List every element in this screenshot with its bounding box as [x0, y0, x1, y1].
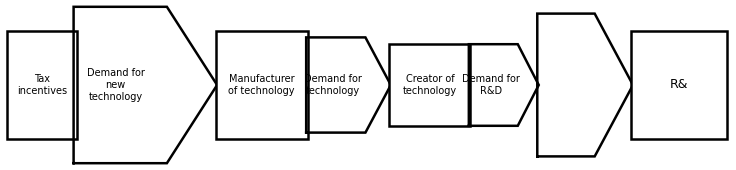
- Polygon shape: [537, 14, 633, 156]
- Bar: [631, 31, 727, 139]
- Text: Creator of
technology: Creator of technology: [403, 74, 457, 96]
- Text: Tax
incentives: Tax incentives: [17, 74, 68, 96]
- Text: Demand for
new
technology: Demand for new technology: [87, 68, 144, 102]
- Polygon shape: [306, 37, 391, 133]
- Polygon shape: [74, 7, 217, 163]
- Bar: [389, 44, 470, 126]
- Text: R&: R&: [670, 79, 689, 91]
- Bar: [7, 31, 77, 139]
- Text: Demand for
R&D: Demand for R&D: [462, 74, 520, 96]
- Text: Demand for
technology: Demand for technology: [304, 74, 362, 96]
- Bar: [216, 31, 308, 139]
- Polygon shape: [469, 44, 539, 126]
- Text: Manufacturer
of technology: Manufacturer of technology: [228, 74, 295, 96]
